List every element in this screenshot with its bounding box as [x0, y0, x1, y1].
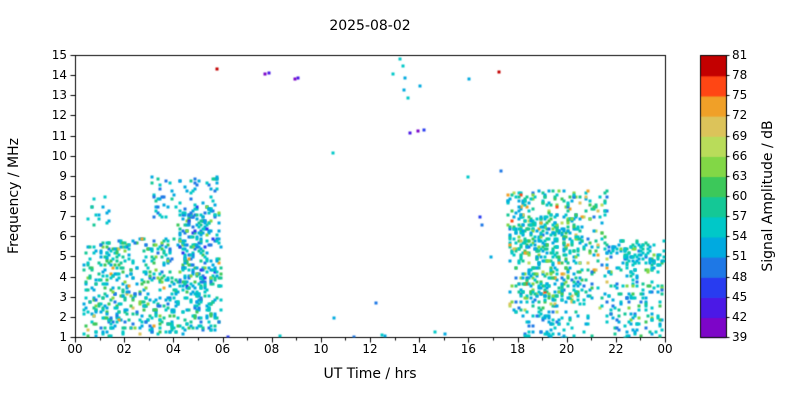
y-tick-label: 6 [59, 229, 67, 244]
x-tick-label: 12 [362, 342, 378, 356]
x-tick-label: 10 [313, 342, 329, 356]
colorbar-tick-label: 39 [732, 330, 748, 344]
y-tick-label: 1 [59, 330, 67, 344]
y-tick-label: 14 [51, 68, 67, 83]
colorbar-tick-label: 45 [732, 289, 748, 304]
x-tick-label: 22 [608, 342, 624, 356]
x-tick-label: 02 [116, 342, 132, 356]
y-tick-label: 9 [59, 168, 67, 183]
y-tick-label: 13 [51, 88, 67, 103]
y-tick-label: 8 [59, 189, 67, 203]
colorbar-tick-label: 42 [732, 309, 748, 324]
y-tick-label: 5 [59, 249, 67, 264]
x-tick-label: 00 [657, 342, 673, 356]
colorbar-tick-label: 48 [732, 269, 748, 284]
x-axis-label: UT Time / hrs [323, 366, 417, 382]
colorbar-tick-label: 57 [732, 209, 748, 224]
y-tick-label: 7 [59, 209, 67, 224]
x-tick-label: 18 [509, 342, 526, 356]
x-tick-label: 00 [67, 342, 83, 356]
colorbar-tick-label: 66 [732, 148, 748, 163]
colorbar-tick-label: 78 [732, 68, 748, 83]
x-tick-label: 20 [559, 342, 575, 356]
y-tick-label: 11 [51, 128, 67, 143]
y-tick-label: 15 [51, 48, 67, 62]
x-tick-label: 08 [264, 342, 280, 356]
x-tick-label: 04 [165, 342, 181, 356]
colorbar-tick-label: 51 [732, 249, 748, 264]
colorbar-tick-label: 63 [732, 168, 748, 183]
y-tick-label: 12 [51, 108, 67, 123]
y-tick-label: 4 [59, 269, 67, 284]
colorbar-tick-label: 54 [732, 229, 748, 244]
y-tick-label: 2 [59, 309, 67, 324]
colorbar-tick-label: 72 [732, 108, 748, 123]
colorbar-tick-label: 69 [732, 128, 748, 143]
x-tick-label: 16 [460, 342, 476, 356]
colorbar-label: Signal Amplitude / dB [760, 120, 776, 272]
x-tick-label: 06 [214, 342, 231, 356]
y-axis-label: Frequency / MHz [6, 138, 22, 254]
y-tick-label: 3 [59, 289, 67, 304]
colorbar-tick-label: 60 [732, 189, 748, 203]
colorbar-tick-label: 81 [732, 48, 748, 62]
y-tick-label: 10 [51, 148, 67, 163]
chart-title: 2025-08-02 [329, 18, 411, 34]
colorbar-tick-label: 75 [732, 88, 748, 103]
x-tick-label: 14 [411, 342, 427, 356]
